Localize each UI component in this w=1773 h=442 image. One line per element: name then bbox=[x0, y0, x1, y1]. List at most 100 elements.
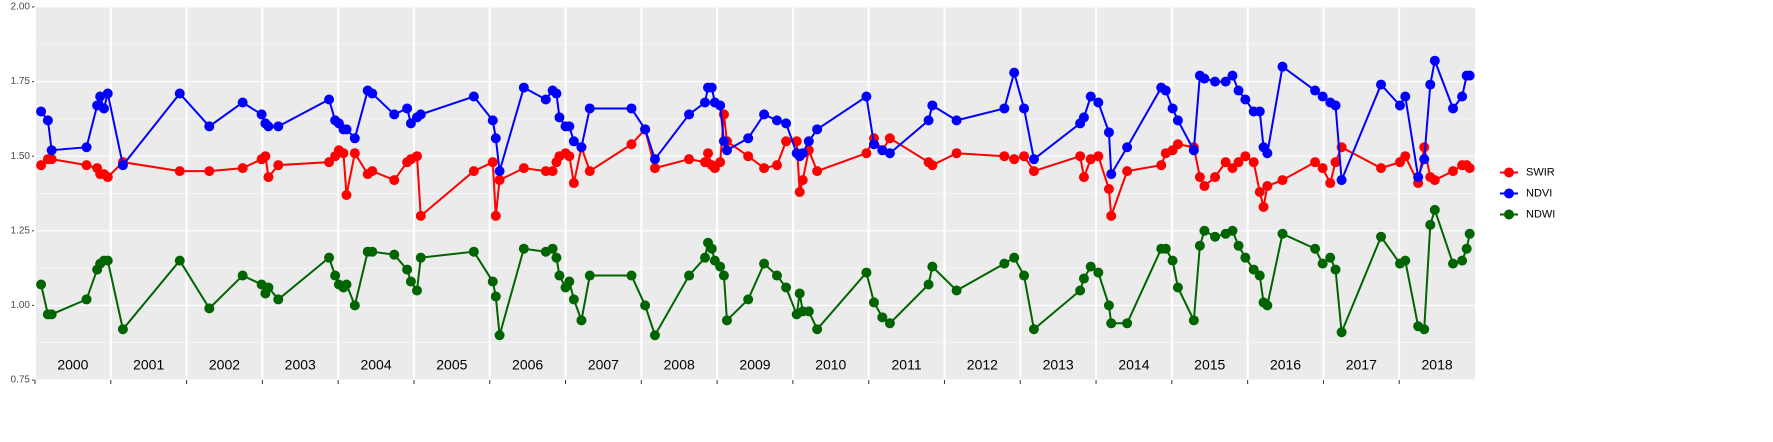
point bbox=[341, 279, 352, 290]
point bbox=[1194, 240, 1205, 251]
point bbox=[1106, 318, 1117, 329]
point bbox=[1106, 169, 1117, 180]
point bbox=[1277, 175, 1288, 186]
point bbox=[330, 270, 341, 281]
point bbox=[1464, 228, 1475, 239]
point bbox=[568, 178, 579, 189]
point bbox=[812, 124, 823, 135]
x-tick-label: 2006 bbox=[512, 357, 543, 373]
point bbox=[1277, 228, 1288, 239]
point bbox=[1194, 172, 1205, 183]
x-tick-label: 2012 bbox=[967, 357, 998, 373]
point bbox=[338, 148, 349, 159]
point bbox=[797, 148, 808, 159]
point bbox=[1240, 94, 1251, 105]
point bbox=[554, 270, 565, 281]
point bbox=[884, 148, 895, 159]
point bbox=[743, 151, 754, 162]
point bbox=[1172, 115, 1183, 126]
point bbox=[1172, 139, 1183, 150]
point bbox=[1199, 73, 1210, 84]
point bbox=[640, 124, 651, 135]
point bbox=[1376, 231, 1387, 242]
point bbox=[1103, 127, 1114, 138]
point bbox=[884, 318, 895, 329]
point bbox=[803, 136, 814, 147]
x-tick-label: 2016 bbox=[1270, 357, 1301, 373]
point bbox=[273, 160, 284, 171]
point bbox=[1448, 258, 1459, 269]
point bbox=[1310, 243, 1321, 254]
point bbox=[568, 136, 579, 147]
point bbox=[273, 294, 284, 305]
point bbox=[204, 121, 215, 132]
x-tick-label: 2008 bbox=[664, 357, 695, 373]
point bbox=[1464, 163, 1475, 174]
point bbox=[927, 261, 938, 272]
point bbox=[1258, 201, 1269, 212]
point bbox=[649, 163, 660, 174]
point bbox=[699, 97, 710, 108]
point bbox=[46, 145, 57, 156]
point bbox=[1093, 151, 1104, 162]
point bbox=[237, 163, 248, 174]
point bbox=[81, 294, 92, 305]
point bbox=[174, 255, 185, 266]
point bbox=[490, 291, 501, 302]
point bbox=[759, 258, 770, 269]
point bbox=[877, 312, 888, 323]
y-tick-label: 1.25 bbox=[11, 225, 31, 236]
point bbox=[1028, 324, 1039, 335]
point bbox=[263, 172, 274, 183]
point bbox=[1464, 70, 1475, 81]
point bbox=[547, 166, 558, 177]
point bbox=[1248, 157, 1259, 168]
point bbox=[468, 91, 479, 102]
point bbox=[341, 189, 352, 200]
point bbox=[1188, 315, 1199, 326]
point bbox=[951, 285, 962, 296]
point bbox=[367, 166, 378, 177]
point bbox=[389, 109, 400, 120]
point bbox=[923, 279, 934, 290]
point bbox=[415, 252, 426, 263]
point bbox=[1254, 270, 1265, 281]
point bbox=[487, 276, 498, 287]
point bbox=[389, 249, 400, 260]
point bbox=[999, 103, 1010, 114]
point bbox=[699, 252, 710, 263]
point bbox=[367, 246, 378, 257]
point bbox=[1122, 318, 1133, 329]
y-tick-label: 0.75 bbox=[11, 375, 31, 386]
point bbox=[174, 88, 185, 99]
point bbox=[1019, 103, 1030, 114]
point bbox=[1078, 273, 1089, 284]
point bbox=[927, 100, 938, 111]
point bbox=[1167, 255, 1178, 266]
point bbox=[468, 166, 479, 177]
point bbox=[1227, 225, 1238, 236]
legend-label: SWIR bbox=[1526, 166, 1555, 178]
point bbox=[1240, 151, 1251, 162]
point bbox=[256, 109, 267, 120]
point bbox=[1199, 225, 1210, 236]
point bbox=[415, 210, 426, 221]
point bbox=[1336, 175, 1347, 186]
point bbox=[781, 136, 792, 147]
point bbox=[102, 255, 113, 266]
point bbox=[1376, 79, 1387, 90]
point bbox=[349, 300, 360, 311]
point bbox=[1262, 181, 1273, 192]
point bbox=[1448, 103, 1459, 114]
point bbox=[576, 315, 587, 326]
point bbox=[1429, 55, 1440, 66]
x-tick-label: 2003 bbox=[285, 357, 316, 373]
point bbox=[263, 282, 274, 293]
point bbox=[36, 106, 47, 117]
point bbox=[564, 121, 575, 132]
point bbox=[204, 303, 215, 314]
point bbox=[649, 154, 660, 165]
point bbox=[1210, 76, 1221, 87]
point bbox=[626, 103, 637, 114]
